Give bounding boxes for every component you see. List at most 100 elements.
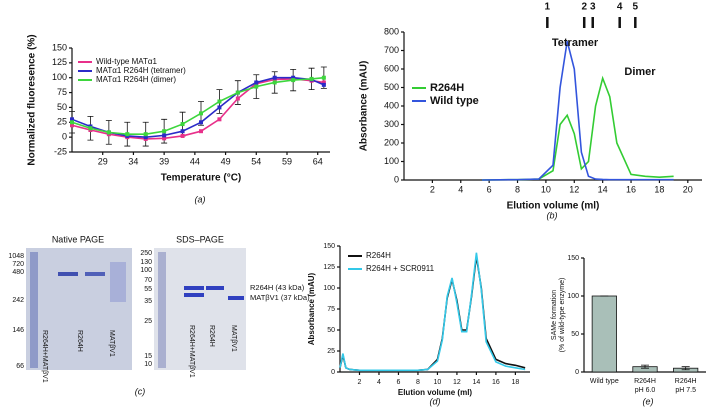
x-axis-label: Temperature (°C) — [161, 173, 242, 184]
y-tick-label: 0 — [575, 369, 579, 376]
band — [206, 286, 224, 290]
band — [85, 272, 105, 276]
series-line — [71, 78, 324, 140]
x-tick-label: 4 — [458, 184, 463, 194]
band — [110, 262, 126, 302]
x-tick-label: 2 — [430, 184, 435, 194]
gel-title: Native PAGE — [52, 234, 104, 244]
y-tick-label: 400 — [384, 100, 399, 110]
point — [106, 130, 111, 135]
point — [321, 80, 326, 85]
x-tick-label: 59 — [282, 156, 292, 166]
point — [162, 136, 167, 141]
x-tick-label: 39 — [159, 156, 169, 166]
y-axis-label: Absorbance (mAU) — [359, 61, 370, 152]
y-tick-label: 150 — [567, 255, 579, 262]
point — [199, 129, 203, 134]
y-tick-label: 100 — [384, 156, 399, 166]
bar — [591, 295, 617, 373]
x-tick-label: 2 — [358, 379, 362, 386]
x-tick-label: 44 — [190, 156, 200, 166]
x-tick-label: 6 — [487, 184, 492, 194]
lane-label: MATβV1 — [108, 330, 115, 357]
panel-label: (c) — [135, 386, 146, 396]
point — [321, 82, 326, 87]
point — [125, 132, 130, 137]
legend-label: R264H — [366, 251, 391, 260]
x-tick-label: 29 — [98, 156, 108, 166]
ladder-lane — [30, 252, 38, 368]
x-tick-label: 14 — [473, 379, 481, 386]
x-tick-label: 54 — [251, 156, 261, 166]
x-tick-label: 10 — [434, 379, 442, 386]
point — [180, 122, 185, 127]
point — [70, 117, 74, 122]
y-tick-label: 125 — [52, 57, 67, 67]
y-tick-label: 25 — [57, 117, 67, 127]
point — [70, 123, 74, 128]
lane-label: R264H — [208, 325, 215, 347]
x-tick-label: 8 — [515, 184, 520, 194]
x-tick-label: 18 — [654, 184, 664, 194]
point — [321, 75, 326, 80]
x-tick-label: 20 — [683, 184, 693, 194]
y-axis-label: SAMe formation — [551, 290, 558, 340]
point — [291, 75, 296, 80]
point — [199, 120, 203, 125]
point — [88, 126, 93, 131]
legend-label: MATα1 R264H (tetramer) — [96, 66, 186, 75]
point — [199, 111, 203, 116]
x-tick-label: pH 6.0 — [635, 387, 656, 394]
ladder-label: 146 — [12, 327, 24, 334]
ladder-label: 25 — [144, 318, 152, 325]
gel-title: SDS–PAGE — [176, 234, 224, 244]
point — [272, 75, 277, 80]
series-line — [71, 76, 325, 138]
x-tick-label: 4 — [377, 379, 381, 386]
y-tick-label: 300 — [384, 119, 399, 129]
lane-label: R264H — [76, 330, 83, 352]
x-tick-label: 14 — [598, 184, 608, 194]
panel-label: (d) — [430, 396, 441, 406]
y-tick-label: 25 — [327, 348, 335, 355]
ladder-label: 100 — [140, 267, 152, 274]
x-tick-label: R264H — [675, 378, 697, 385]
band — [184, 286, 204, 290]
y-tick-label: 0 — [394, 174, 399, 184]
band — [228, 296, 244, 300]
gel-panel: Native PAGE SDS–PAGE (c) — [26, 234, 246, 396]
point — [272, 80, 277, 85]
x-tick-label: Wild type — [590, 378, 619, 385]
sds-gel — [154, 248, 246, 370]
calibration-label: 3 — [590, 2, 596, 13]
ladder-label: 130 — [140, 259, 152, 266]
y-tick-label: 50 — [57, 102, 67, 112]
y-axis-label: (% of wild-type enzyme) — [559, 278, 566, 353]
point — [309, 76, 314, 81]
ladder-label: 1048 — [8, 253, 24, 260]
panel-label: (b) — [547, 210, 558, 220]
y-tick-label: 50 — [327, 327, 335, 334]
x-tick-label: 12 — [453, 379, 461, 386]
ladder-label: 55 — [144, 286, 152, 293]
y-tick-label: 500 — [384, 82, 399, 92]
point — [254, 84, 259, 89]
lane-label: R264H+MATβV1 — [41, 330, 48, 383]
y-tick-label: 50 — [571, 331, 579, 338]
legend-label: R264H — [430, 82, 464, 94]
series-line — [339, 252, 526, 372]
point — [217, 117, 222, 122]
x-tick-label: pH 7.5 — [675, 387, 696, 394]
y-tick-label: 150 — [52, 42, 67, 52]
y-tick-label: 75 — [57, 87, 67, 97]
y-tick-label: -25 — [54, 146, 67, 156]
series-line — [482, 41, 674, 181]
panel-label: (a) — [195, 194, 206, 204]
series-line — [71, 76, 324, 135]
y-tick-label: 0 — [331, 369, 335, 376]
series-line — [339, 255, 526, 372]
point — [235, 90, 240, 95]
y-tick-label: 125 — [323, 264, 335, 271]
point — [70, 120, 74, 125]
lane-label: R264H+MATβV1 — [188, 325, 195, 378]
